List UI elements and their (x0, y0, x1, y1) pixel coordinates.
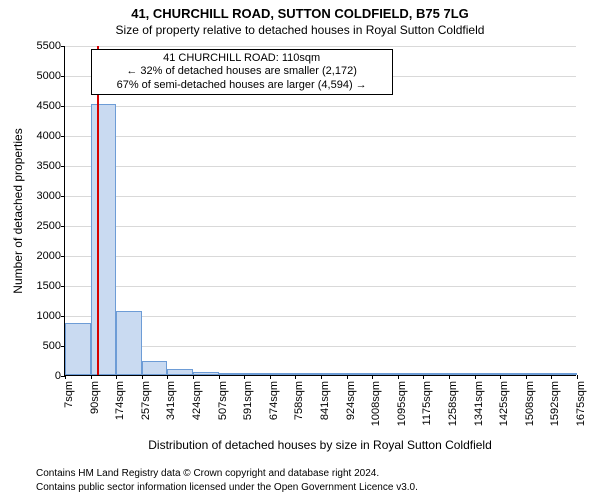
histogram-bar (91, 104, 117, 375)
y-axis-label: Number of detached properties (11, 128, 25, 293)
x-tick-label: 1175sqm (417, 381, 433, 425)
x-tick-label: 1508sqm (520, 381, 536, 426)
x-tick-label: 341sqm (161, 381, 177, 420)
x-tick-label: 841sqm (315, 381, 331, 420)
annotation-line-1: 41 CHURCHILL ROAD: 110sqm (98, 52, 386, 65)
x-tick-label: 924sqm (341, 381, 357, 420)
y-tick-label: 2000 (37, 250, 65, 262)
chart-container: 41, CHURCHILL ROAD, SUTTON COLDFIELD, B7… (0, 0, 600, 500)
gridline (65, 196, 576, 197)
gridline (65, 106, 576, 107)
property-marker-line (97, 46, 99, 375)
gridline (65, 46, 576, 47)
y-tick-label: 500 (43, 340, 65, 352)
x-tick-mark (270, 375, 271, 379)
gridline (65, 136, 576, 137)
chart-title-line-2: Size of property relative to detached ho… (0, 21, 600, 37)
x-tick-label: 424sqm (187, 381, 203, 420)
x-tick-mark (91, 375, 92, 379)
x-tick-label: 1008sqm (366, 381, 382, 426)
x-tick-mark (142, 375, 143, 379)
gridline (65, 166, 576, 167)
histogram-bar (475, 373, 501, 375)
histogram-bar (347, 373, 373, 375)
footer-line-1: Contains HM Land Registry data © Crown c… (36, 468, 379, 479)
x-tick-mark (500, 375, 501, 379)
chart-title-line-1: 41, CHURCHILL ROAD, SUTTON COLDFIELD, B7… (0, 0, 600, 21)
histogram-bar (372, 373, 398, 375)
x-tick-mark (65, 375, 66, 379)
x-tick-mark (449, 375, 450, 379)
y-tick-label: 4000 (37, 130, 65, 142)
x-tick-mark (551, 375, 552, 379)
x-tick-label: 90sqm (85, 381, 101, 414)
x-tick-mark (347, 375, 348, 379)
y-tick-label: 1500 (37, 280, 65, 292)
x-tick-mark (398, 375, 399, 379)
x-tick-mark (219, 375, 220, 379)
footer-line-2: Contains public sector information licen… (36, 482, 418, 493)
histogram-bar (526, 373, 552, 375)
histogram-bar (295, 373, 321, 375)
y-tick-label: 1000 (37, 310, 65, 322)
x-tick-label: 1592sqm (545, 381, 561, 426)
histogram-bar (449, 373, 475, 375)
x-axis-label: Distribution of detached houses by size … (64, 438, 576, 452)
annotation-line-2: ← 32% of detached houses are smaller (2,… (98, 65, 386, 78)
gridline (65, 286, 576, 287)
histogram-bar (116, 311, 142, 375)
x-tick-mark (116, 375, 117, 379)
plot-area: 0500100015002000250030003500400045005000… (64, 46, 576, 376)
histogram-bar (193, 372, 219, 375)
histogram-bar (244, 373, 270, 375)
histogram-bar (321, 373, 347, 375)
y-tick-label: 5000 (37, 70, 65, 82)
annotation-box: 41 CHURCHILL ROAD: 110sqm ← 32% of detac… (91, 49, 393, 95)
x-tick-label: 7sqm (59, 381, 75, 408)
y-tick-label: 3500 (37, 160, 65, 172)
x-tick-label: 174sqm (110, 381, 126, 420)
x-tick-mark (167, 375, 168, 379)
x-tick-label: 1341sqm (469, 381, 485, 426)
x-tick-label: 758sqm (289, 381, 305, 420)
histogram-bar (423, 373, 449, 375)
x-tick-label: 507sqm (213, 381, 229, 420)
histogram-bar (167, 369, 193, 375)
gridline (65, 226, 576, 227)
x-tick-mark (193, 375, 194, 379)
histogram-bar (142, 361, 168, 375)
x-tick-label: 1258sqm (443, 381, 459, 426)
histogram-bar (398, 373, 424, 375)
y-tick-label: 2500 (37, 220, 65, 232)
annotation-line-3: 67% of semi-detached houses are larger (… (98, 79, 386, 92)
x-tick-mark (321, 375, 322, 379)
x-tick-mark (577, 375, 578, 379)
histogram-bar (65, 323, 91, 375)
histogram-bar (500, 373, 526, 375)
histogram-bar (219, 373, 245, 375)
x-tick-mark (295, 375, 296, 379)
x-tick-label: 1095sqm (392, 381, 408, 426)
x-tick-label: 674sqm (264, 381, 280, 420)
gridline (65, 256, 576, 257)
x-tick-mark (475, 375, 476, 379)
x-tick-label: 591sqm (238, 381, 254, 420)
y-tick-label: 5500 (37, 40, 65, 52)
x-tick-mark (526, 375, 527, 379)
x-tick-label: 1425sqm (494, 381, 510, 426)
y-tick-label: 4500 (37, 100, 65, 112)
y-tick-label: 3000 (37, 190, 65, 202)
x-tick-label: 1675sqm (571, 381, 587, 426)
x-tick-mark (423, 375, 424, 379)
x-tick-label: 257sqm (136, 381, 152, 420)
x-tick-mark (372, 375, 373, 379)
x-tick-mark (244, 375, 245, 379)
histogram-bar (551, 373, 577, 375)
histogram-bar (270, 373, 296, 375)
